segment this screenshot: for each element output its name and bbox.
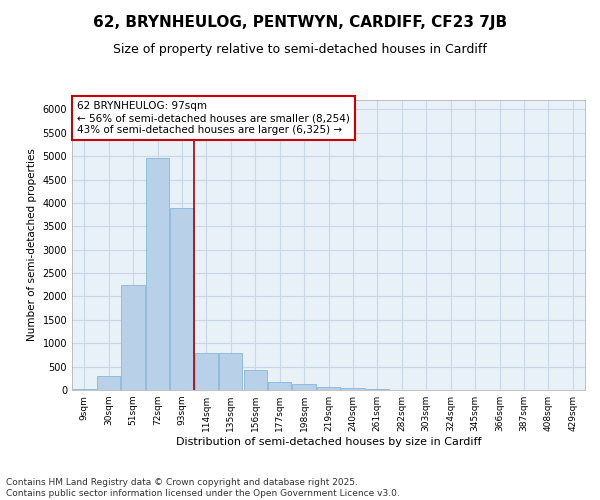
Text: 62, BRYNHEULOG, PENTWYN, CARDIFF, CF23 7JB: 62, BRYNHEULOG, PENTWYN, CARDIFF, CF23 7…: [93, 15, 507, 30]
Bar: [341, 388, 365, 390]
Bar: [97, 376, 120, 390]
Text: Contains HM Land Registry data © Crown copyright and database right 2025.
Contai: Contains HM Land Registry data © Crown c…: [6, 478, 400, 498]
Y-axis label: Number of semi-detached properties: Number of semi-detached properties: [27, 148, 37, 342]
X-axis label: Distribution of semi-detached houses by size in Cardiff: Distribution of semi-detached houses by …: [176, 437, 481, 447]
Bar: [366, 389, 389, 390]
Text: 62 BRYNHEULOG: 97sqm
← 56% of semi-detached houses are smaller (8,254)
43% of se: 62 BRYNHEULOG: 97sqm ← 56% of semi-detac…: [77, 102, 350, 134]
Bar: [121, 285, 145, 390]
Bar: [317, 387, 340, 390]
Bar: [146, 158, 169, 390]
Bar: [195, 352, 218, 390]
Bar: [244, 370, 267, 390]
Bar: [170, 208, 194, 390]
Bar: [268, 382, 291, 390]
Text: Size of property relative to semi-detached houses in Cardiff: Size of property relative to semi-detach…: [113, 42, 487, 56]
Bar: [219, 352, 242, 390]
Bar: [292, 384, 316, 390]
Bar: [73, 389, 96, 390]
